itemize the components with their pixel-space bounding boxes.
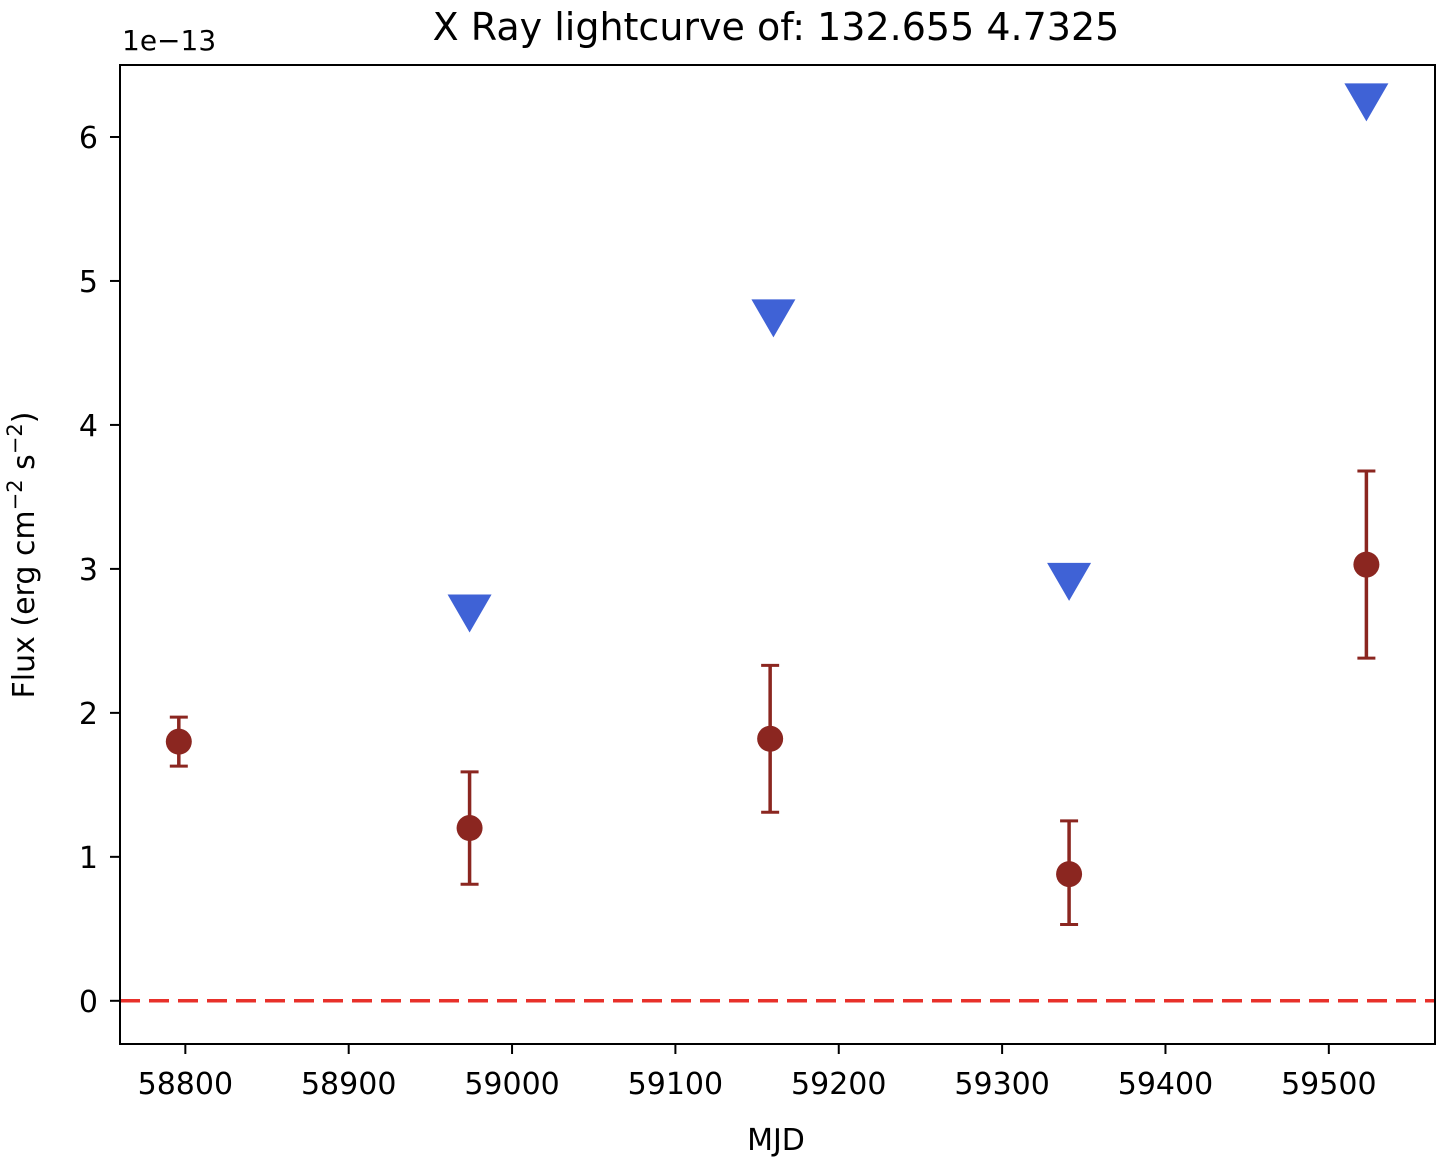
y-axis-label-main: Flux (erg cm bbox=[7, 510, 42, 698]
y-axis-label-end: ) bbox=[7, 412, 42, 424]
upper-limit-marker bbox=[1047, 562, 1092, 601]
y-tick-label: 4 bbox=[79, 409, 98, 444]
axis-ticks: 58800 58900 59000 59100 59200 59300 59400 59500… bbox=[79, 121, 1377, 1102]
detection-marker bbox=[165, 728, 192, 755]
x-tick-label: 59400 bbox=[1118, 1067, 1213, 1102]
upper-limit-marker bbox=[447, 594, 492, 633]
x-tick-label: 59500 bbox=[1281, 1067, 1376, 1102]
x-tick-label: 58900 bbox=[301, 1067, 396, 1102]
y-tick-label: 0 bbox=[79, 985, 98, 1020]
plot-frame bbox=[119, 64, 1436, 1045]
chart-title: X Ray lightcurve of: 132.655 4.7325 bbox=[433, 5, 1120, 49]
x-tick-label: 59000 bbox=[464, 1067, 559, 1102]
y-axis-label-sup2: −2 bbox=[3, 423, 27, 454]
y-tick-label: 2 bbox=[79, 697, 98, 732]
y-tick-label: 1 bbox=[79, 841, 98, 876]
detection-point bbox=[165, 715, 192, 768]
detection-point bbox=[456, 770, 483, 886]
detection-point bbox=[757, 663, 784, 814]
y-tick-label: 5 bbox=[79, 265, 98, 300]
x-tick-label: 58800 bbox=[138, 1067, 233, 1102]
y-axis-label-sup1: −2 bbox=[3, 479, 27, 510]
x-tick-label: 59200 bbox=[791, 1067, 886, 1102]
y-offset-text: 1e−13 bbox=[122, 24, 216, 57]
data-marks bbox=[165, 83, 1389, 927]
detection-point bbox=[1353, 469, 1380, 660]
y-axis-label-mid: s bbox=[7, 454, 42, 479]
x-tick-label: 59100 bbox=[628, 1067, 723, 1102]
detection-point bbox=[1056, 819, 1083, 927]
y-tick-label: 3 bbox=[79, 553, 98, 588]
x-tick-label: 59300 bbox=[954, 1067, 1049, 1102]
detection-marker bbox=[1056, 861, 1083, 888]
detection-marker bbox=[456, 815, 483, 842]
upper-limit-marker bbox=[751, 299, 796, 338]
y-axis-label: Flux (erg cm−2 s−2) bbox=[3, 412, 42, 699]
detection-marker bbox=[1353, 551, 1380, 578]
y-tick-label: 6 bbox=[79, 121, 98, 156]
x-axis-label: MJD bbox=[747, 1123, 805, 1158]
upper-limit-marker bbox=[1344, 83, 1389, 122]
detection-marker bbox=[757, 725, 784, 752]
